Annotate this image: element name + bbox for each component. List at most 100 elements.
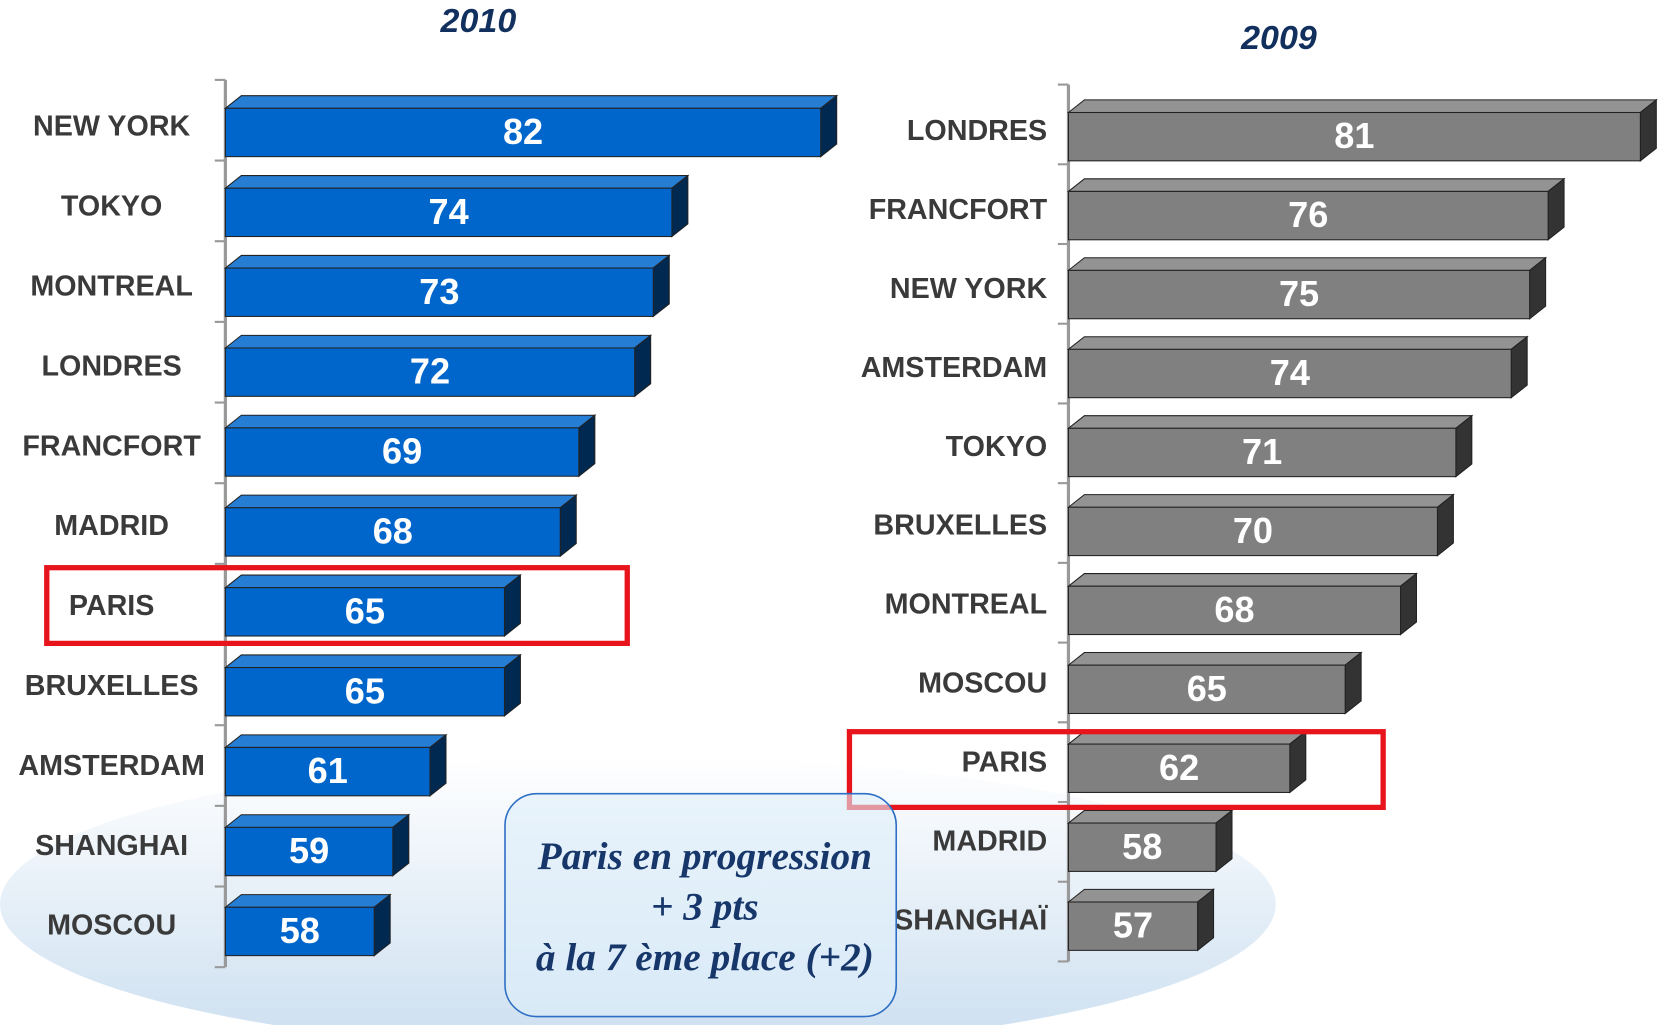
bar-front: [224, 187, 673, 238]
chart-title: 2010: [440, 2, 517, 40]
category-label: AMSTERDAM: [861, 352, 1047, 384]
annotation-box: [504, 792, 898, 1018]
bar-top: [223, 175, 690, 189]
bar-front: [224, 906, 375, 957]
value-label: 82: [503, 111, 543, 152]
bar: [223, 573, 522, 638]
value-label: 70: [1233, 510, 1273, 551]
bar-top: [223, 494, 578, 509]
category-label: SHANGHAI: [35, 830, 188, 862]
bar-top: [1066, 336, 1529, 350]
bar-front: [224, 667, 505, 717]
bar-front: [224, 746, 431, 797]
bar-front: [1067, 822, 1217, 872]
category-label: NEW YORK: [890, 273, 1048, 305]
bar-top: [223, 414, 597, 429]
bar-top: [1066, 809, 1234, 824]
bar-front: [1067, 743, 1291, 793]
bar: [1066, 98, 1658, 162]
bar-top: [223, 95, 839, 109]
bar: [223, 334, 653, 398]
category-label: FRANCFORT: [869, 194, 1048, 226]
category-label: TOKYO: [946, 431, 1048, 463]
bar-front: [224, 267, 654, 317]
category-label: MONTREAL: [885, 589, 1048, 621]
value-label: 73: [419, 271, 459, 312]
bar: [223, 653, 522, 718]
value-label: 58: [280, 910, 320, 951]
highlight-box: [846, 729, 1386, 811]
value-label: 62: [1159, 747, 1199, 788]
bar-top: [223, 654, 522, 669]
bar-top: [1066, 178, 1566, 192]
bar-front: [1067, 901, 1199, 951]
plots: 2010 NEW YORK 82 TOKYO 74 MONTREAL 73 LONDRES 72…: [18, 2, 1658, 969]
bar-front: [224, 826, 394, 877]
value-label: 71: [1242, 431, 1282, 472]
value-label: 69: [382, 431, 422, 472]
bar-front: [1067, 190, 1549, 241]
bar: [1066, 730, 1308, 794]
category-label: MADRID: [54, 510, 169, 542]
highlight-box: [44, 565, 630, 647]
bar-front: [1067, 664, 1346, 715]
bar: [1066, 572, 1418, 636]
value-label: 65: [345, 670, 385, 711]
bar: [1066, 888, 1216, 952]
bar-top: [223, 334, 653, 349]
annotation: + 3 pts: [651, 886, 759, 929]
bar: [223, 414, 597, 478]
category-label: BRUXELLES: [873, 510, 1047, 542]
bar: [223, 733, 448, 797]
value-label: 74: [1270, 352, 1310, 393]
bar-top: [1066, 888, 1216, 903]
bar: [1066, 809, 1234, 873]
value-label: 72: [410, 351, 450, 392]
category-label: TOKYO: [61, 191, 163, 223]
bar-front: [1067, 506, 1438, 557]
bar-top: [223, 574, 522, 589]
annotation: à la 7 ème place (+2): [536, 936, 874, 979]
category-label: NEW YORK: [33, 111, 191, 143]
value-label: 76: [1288, 194, 1328, 235]
bar: [223, 94, 839, 158]
bar: [1066, 493, 1455, 557]
bar-front: [1067, 427, 1457, 478]
value-label: 58: [1122, 826, 1162, 867]
bar-top: [223, 734, 448, 748]
bar: [223, 494, 578, 558]
bar: [1066, 414, 1474, 478]
category-label: MADRID: [932, 826, 1047, 858]
value-label: 68: [373, 511, 413, 552]
category-label: FRANCFORT: [22, 430, 201, 462]
bar: [223, 813, 411, 877]
value-label: 61: [308, 750, 348, 791]
bar: [223, 893, 392, 957]
bar-front: [1067, 269, 1531, 320]
value-label: 74: [429, 191, 469, 232]
value-label: 59: [289, 830, 329, 871]
bar-front: [224, 587, 505, 637]
category-label: MOSCOU: [47, 910, 176, 942]
bar-top: [223, 894, 392, 908]
bar: [223, 174, 690, 238]
category-label: MOSCOU: [918, 668, 1047, 700]
bar-front: [1067, 111, 1641, 162]
bar: [1066, 256, 1548, 320]
value-label: 57: [1113, 905, 1153, 946]
bar-top: [1066, 494, 1455, 508]
category-label: MONTREAL: [30, 271, 193, 303]
bar-front: [1067, 348, 1512, 399]
value-label: 81: [1334, 115, 1374, 156]
value-label: 65: [1187, 668, 1227, 709]
category-label: BRUXELLES: [25, 670, 199, 702]
category-label: LONDRES: [907, 115, 1047, 147]
bar-top: [223, 814, 411, 828]
category-label: LONDRES: [41, 351, 181, 383]
category-label: SHANGHAÏ: [894, 905, 1048, 937]
bar: [223, 254, 671, 318]
bar-front: [1067, 585, 1402, 636]
bar-front: [224, 427, 580, 477]
category-label: PARIS: [69, 590, 155, 622]
